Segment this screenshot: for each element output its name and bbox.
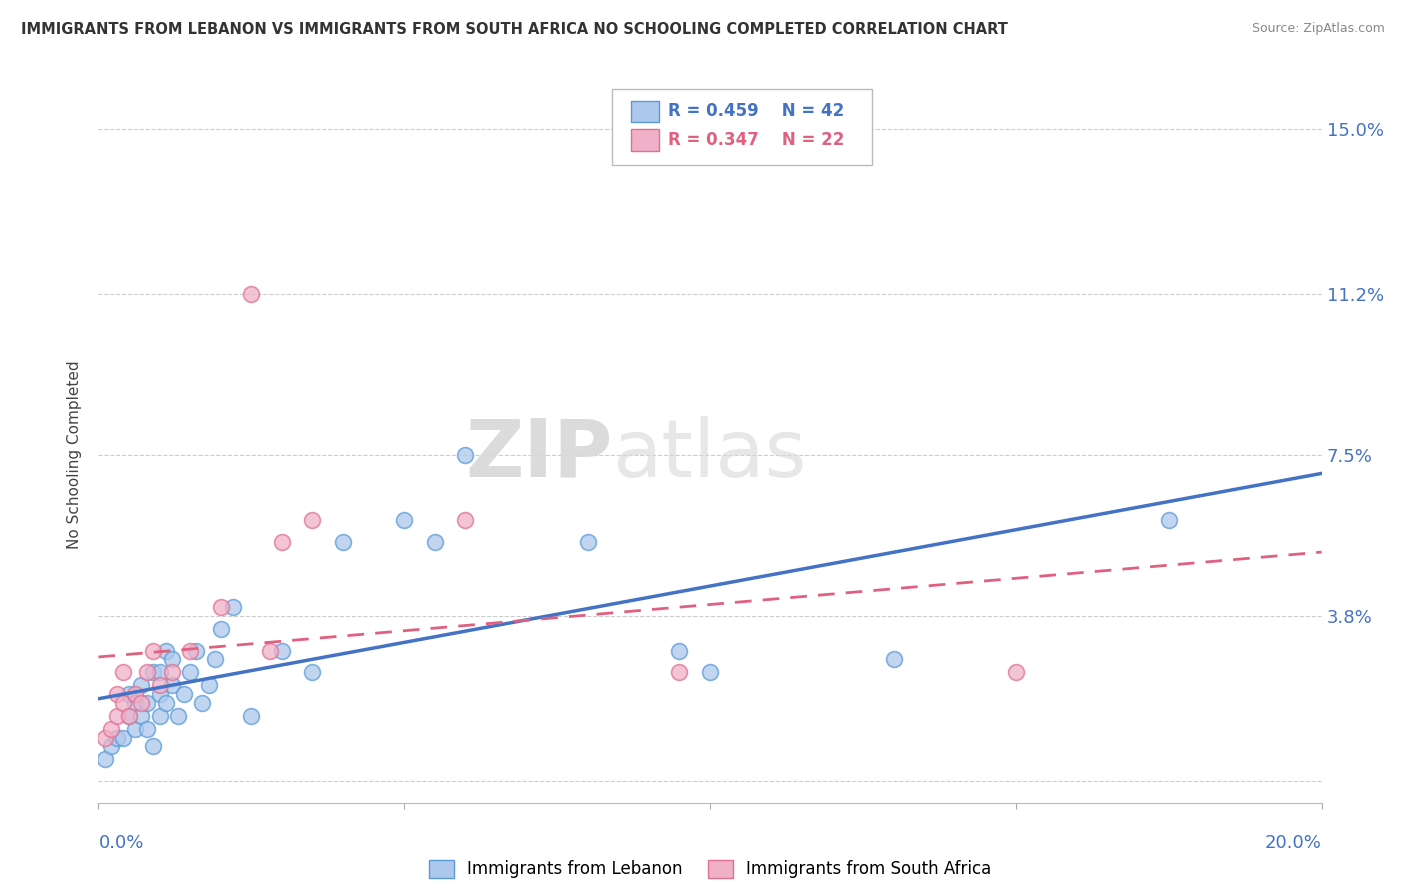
Point [186,643,208,657]
Point [129,678,152,692]
Point [301,513,323,527]
Point [142,739,165,754]
Point [668,643,690,657]
Point [209,600,232,615]
Point [576,534,599,549]
Point [118,687,141,701]
Point [118,708,141,723]
Point [668,665,690,680]
Text: R = 0.347    N = 22: R = 0.347 N = 22 [668,131,844,149]
Point [155,696,177,710]
Point [100,739,122,754]
Point [173,687,195,701]
Point [197,678,219,692]
Point [160,652,183,666]
Point [1157,513,1180,527]
Point [270,534,292,549]
Point [100,722,122,736]
Point [136,722,159,736]
Point [129,708,152,723]
Point [209,622,232,636]
Point [191,696,214,710]
Point [259,643,281,657]
Point [454,513,477,527]
Point [142,665,165,680]
Point [149,665,172,680]
Point [129,696,152,710]
Point [1004,665,1026,680]
Point [155,643,177,657]
Point [160,665,183,680]
Point [149,708,172,723]
Text: R = 0.459    N = 42: R = 0.459 N = 42 [668,103,844,120]
Point [392,513,416,527]
Point [301,665,323,680]
Text: ZIP: ZIP [465,416,612,494]
Point [160,678,183,692]
Point [124,696,146,710]
Legend: Immigrants from Lebanon, Immigrants from South Africa: Immigrants from Lebanon, Immigrants from… [422,853,998,885]
Point [105,687,128,701]
Point [222,600,245,615]
Y-axis label: No Schooling Completed: No Schooling Completed [67,360,83,549]
Text: IMMIGRANTS FROM LEBANON VS IMMIGRANTS FROM SOUTH AFRICA NO SCHOOLING COMPLETED C: IMMIGRANTS FROM LEBANON VS IMMIGRANTS FR… [21,22,1008,37]
Point [118,708,141,723]
Point [111,696,134,710]
Point [883,652,905,666]
Point [699,665,721,680]
Point [167,708,190,723]
Text: 0.0%: 0.0% [98,834,143,852]
Point [105,731,128,745]
Point [124,722,146,736]
Point [149,687,172,701]
Point [204,652,226,666]
Text: 20.0%: 20.0% [1265,834,1322,852]
Point [142,643,165,657]
Point [111,665,134,680]
Point [149,678,172,692]
Point [124,687,146,701]
Point [136,665,159,680]
Text: atlas: atlas [612,416,807,494]
Point [111,731,134,745]
Text: Source: ZipAtlas.com: Source: ZipAtlas.com [1251,22,1385,36]
Point [240,287,263,301]
Point [93,752,115,766]
Point [93,731,115,745]
Point [454,448,477,462]
Point [240,708,263,723]
Point [179,643,201,657]
Point [105,708,128,723]
Point [270,643,292,657]
Point [179,665,201,680]
Point [332,534,354,549]
Point [136,696,159,710]
Point [423,534,446,549]
